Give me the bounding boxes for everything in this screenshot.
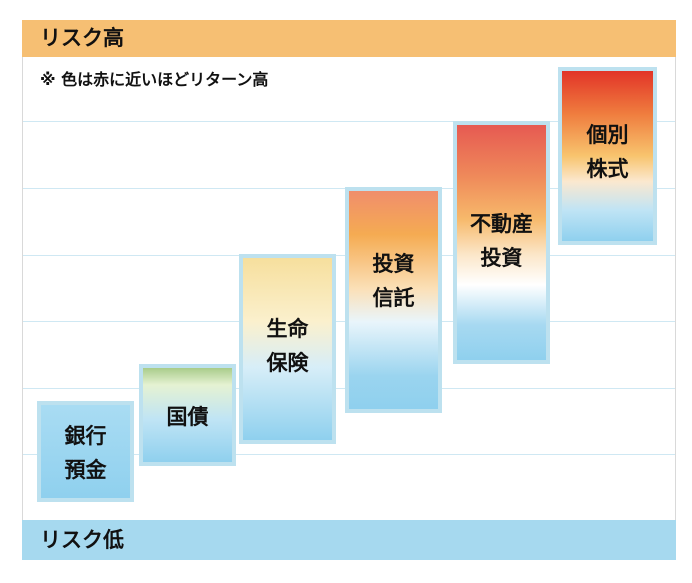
gridline bbox=[23, 121, 675, 122]
high-risk-band: リスク高 bbox=[22, 20, 676, 57]
step-life-insurance: 生命 保険 bbox=[239, 254, 336, 444]
step-label: 投資 信託 bbox=[372, 252, 415, 310]
step-investment-trust: 投資 信託 bbox=[345, 187, 442, 413]
step-individual-stocks: 個別 株式 bbox=[558, 67, 657, 245]
color-legend-note: ※ 色は赤に近いほどリターン高 bbox=[40, 70, 269, 89]
step-government-bond: 国債 bbox=[139, 364, 236, 466]
step-label: 国債 bbox=[166, 405, 209, 429]
low-risk-label: リスク低 bbox=[40, 528, 124, 552]
low-risk-band: リスク低 bbox=[22, 520, 676, 560]
step-label: 個別 株式 bbox=[586, 123, 629, 181]
high-risk-label: リスク高 bbox=[40, 26, 124, 50]
step-label: 不動産 投資 bbox=[470, 212, 533, 270]
step-real-estate: 不動産 投資 bbox=[453, 121, 550, 364]
gridline bbox=[23, 454, 675, 455]
step-label: 生命 保険 bbox=[266, 317, 309, 375]
step-label: 銀行 預金 bbox=[64, 424, 107, 482]
step-bank-deposit: 銀行 預金 bbox=[37, 401, 134, 502]
